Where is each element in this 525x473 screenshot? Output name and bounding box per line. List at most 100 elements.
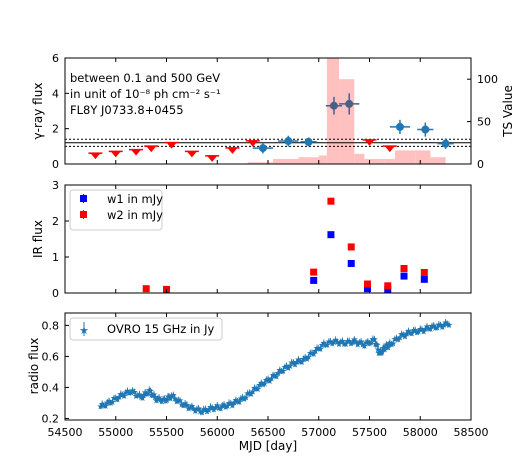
x-tick-label: 57500 [352,426,387,439]
radio-point: ★ [328,340,336,350]
radio-point: ★ [376,349,384,359]
radio-point: ★ [313,344,321,354]
radio-point: ★ [355,339,363,349]
radio-point: ★ [376,347,384,357]
radio-point: ★ [244,389,252,399]
radio-point: ★ [373,341,381,351]
radio-point: ★ [203,407,211,417]
w1-point [327,231,335,239]
radio-point: ★ [399,331,407,341]
radio-point: ★ [421,325,429,335]
radio-point: ★ [186,404,194,414]
radio-point: ★ [105,397,113,407]
ir-y-axis-label: IR flux [31,220,45,258]
radio-point: ★ [340,340,348,350]
radio-point: ★ [288,358,296,368]
radio-point: ★ [298,358,306,368]
radio-point: ★ [284,364,292,374]
radio-point: ★ [335,340,343,350]
radio-point: ★ [262,376,270,386]
radio-point: ★ [150,390,158,400]
y-tick-label: 2 [52,215,59,228]
radio-point: ★ [168,392,176,402]
radio-point: ★ [367,338,375,348]
w1-point [420,275,428,283]
legend-w2-label: w2 in mJy [107,208,163,222]
radio-point: ★ [127,388,135,398]
radio-point: ★ [294,356,302,366]
radio-point: ★ [350,336,358,346]
radio-point: ★ [330,338,338,348]
radio-point: ★ [107,399,115,409]
radio-legend-box [69,317,223,341]
radio-point: ★ [196,408,204,418]
radio-point: ★ [426,325,434,335]
gamma-ray-points [88,93,454,162]
radio-point: ★ [391,335,399,345]
radio-point: ★ [201,405,209,415]
legend-ovro-label: OVRO 15 GHz in Jy [107,322,214,336]
radio-point: ★ [435,321,443,331]
radio-point: ★ [176,397,184,407]
radio-point: ★ [333,338,341,348]
radio-point: ★ [325,337,333,347]
radio-point: ★ [371,340,379,350]
radio-point: ★ [420,327,428,337]
radio-point: ★ [364,338,372,348]
radio-point: ★ [359,341,367,351]
radio-point: ★ [286,362,294,372]
radio-point: ★ [184,404,192,414]
radio-point: ★ [179,401,187,411]
radio-point: ★ [227,399,235,409]
radio-point: ★ [267,375,275,385]
radio-point: ★ [301,353,309,363]
radio-point: ★ [124,387,132,397]
upper-limit-marker [146,146,157,153]
y-tick-label: 0 [52,287,59,300]
radio-point: ★ [299,355,307,365]
radio-point: ★ [385,340,393,350]
radio-point: ★ [156,396,164,406]
radio-point: ★ [155,393,163,403]
radio-point: ★ [232,396,240,406]
radio-point: ★ [311,347,319,357]
radio-point: ★ [200,405,208,415]
ts-bin [354,153,365,164]
radio-point: ★ [117,390,125,400]
upper-limit-marker [364,139,375,146]
legend-w1-label: w1 in mJy [107,192,163,206]
radio-point: ★ [215,404,223,414]
radio-point: ★ [357,338,365,348]
radio-point: ★ [234,398,242,408]
radio-point: ★ [151,393,159,403]
radio-point: ★ [154,395,162,405]
detection-point [345,99,354,108]
detection-point [284,137,293,146]
ts-histogram [247,58,446,164]
radio-point: ★ [198,409,206,419]
radio-point: ★ [403,329,411,339]
radio-point: ★ [206,403,214,413]
radio-point: ★ [372,341,380,351]
radio-point: ★ [425,325,433,335]
y2-tick-label: 50 [477,116,491,129]
gamma-annotation-2: in unit of 10⁻⁸ ph cm⁻² s⁻¹ [70,87,221,101]
radio-point: ★ [383,342,391,352]
radio-legend: ★ OVRO 15 GHz in Jy [69,317,223,341]
radio-point: ★ [277,367,285,377]
radio-point: ★ [239,393,247,403]
radio-point: ★ [141,388,149,398]
ts-bin [298,157,319,164]
radio-point: ★ [193,405,201,415]
radio-point: ★ [149,392,157,402]
radio-point: ★ [431,324,439,334]
y-tick-label: 4 [52,87,59,100]
radio-point: ★ [208,404,216,414]
radio-point: ★ [365,340,373,350]
radio-point: ★ [146,387,154,397]
radio-point: ★ [181,399,189,409]
radio-point: ★ [103,399,111,409]
radio-point: ★ [401,332,409,342]
radio-point: ★ [430,322,438,332]
gamma-annotation-3: FL8Y J0733.8+0455 [70,103,184,117]
